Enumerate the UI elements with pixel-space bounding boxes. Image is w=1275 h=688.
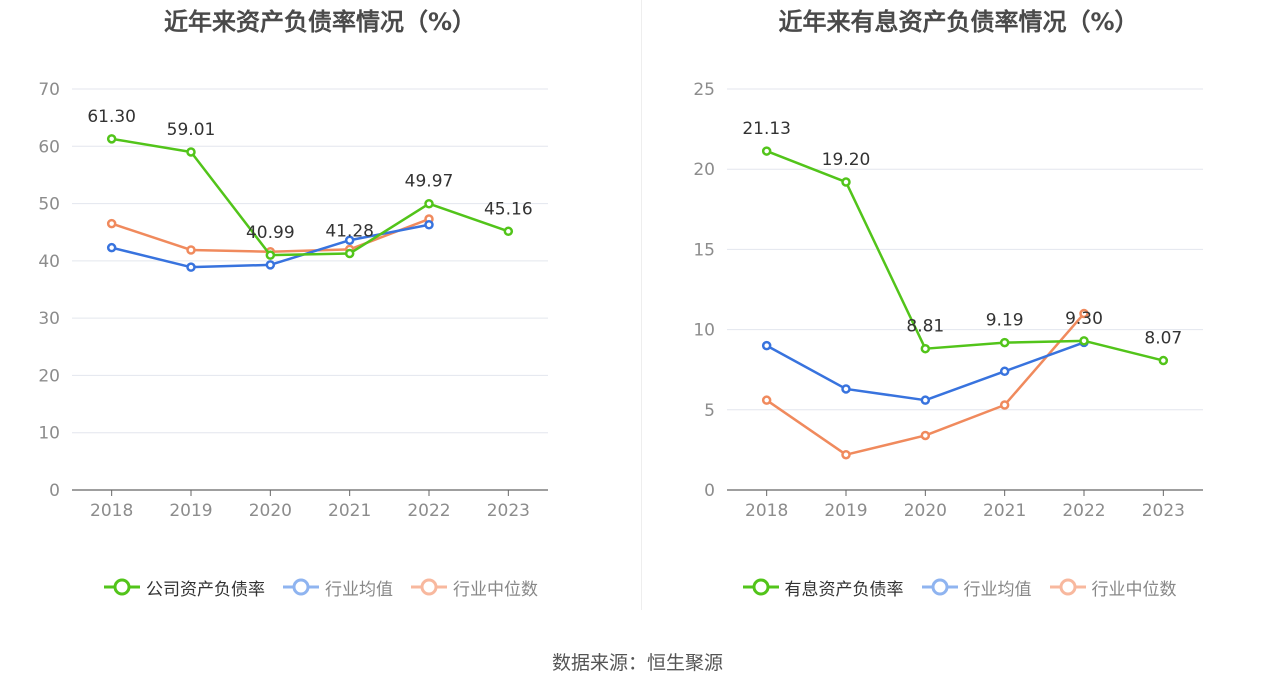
data-point xyxy=(999,400,1010,410)
data-label: 19.20 xyxy=(822,150,871,170)
data-label: 9.19 xyxy=(986,311,1024,331)
x-tick-label: 2021 xyxy=(983,501,1026,521)
legend-line-marker-icon xyxy=(921,578,958,596)
data-point xyxy=(424,198,434,209)
data-point xyxy=(999,366,1010,377)
chart-panel-debt-ratio: 近年来资产负债率情况（%） 0 10 20 30 40 50 60 70 2018 2019 202… xyxy=(0,0,640,610)
data-label: 49.97 xyxy=(405,172,454,192)
legend-label: 行业均值 xyxy=(963,579,1032,600)
series-line xyxy=(111,137,509,257)
legend-line-marker-icon xyxy=(1049,578,1086,596)
x-tick-label: 2018 xyxy=(90,501,133,521)
data-point xyxy=(841,177,851,187)
data-point xyxy=(999,337,1010,348)
y-tick-label: 30 xyxy=(38,309,60,329)
data-source-note: 数据来源：恒生聚源 xyxy=(551,652,723,674)
data-point xyxy=(186,147,196,157)
data-point xyxy=(265,250,276,260)
data-label: 59.01 xyxy=(167,120,216,140)
data-label: 9.30 xyxy=(1065,309,1103,329)
data-point xyxy=(920,343,931,354)
legend-item-industry-median[interactable]: 行业中位数 xyxy=(409,572,538,602)
legend-item-industry-average[interactable]: 行业均值 xyxy=(920,572,1032,602)
legend-line-marker-icon xyxy=(411,578,447,596)
line-chart-interest-bearing-ratio: 0 5 10 15 20 25 2018 2019 2020 2021 2022 2023 21.13 1… xyxy=(693,80,1203,521)
data-point xyxy=(1158,355,1169,366)
data-point xyxy=(841,449,851,460)
chart-title: 近年来资产负债率情况（%） xyxy=(163,8,477,36)
x-tick-label: 2022 xyxy=(1062,501,1105,521)
x-tick-label: 2023 xyxy=(487,501,530,521)
data-point xyxy=(106,242,117,253)
data-label: 41.28 xyxy=(325,222,374,242)
y-tick-label: 0 xyxy=(704,481,715,501)
y-tick-label: 10 xyxy=(38,424,60,444)
x-tick-label: 2019 xyxy=(169,501,212,521)
data-point xyxy=(344,235,355,245)
y-tick-label: 25 xyxy=(693,80,715,100)
data-point xyxy=(841,384,851,394)
data-point xyxy=(761,395,772,405)
data-point xyxy=(344,248,355,259)
x-tick-label: 2020 xyxy=(904,501,947,521)
chart-legend: 公司资产负债率 行业均值 行业中位数 xyxy=(0,572,640,602)
legend-label: 公司资产负债率 xyxy=(146,579,265,600)
data-point xyxy=(503,226,514,237)
y-tick-label: 70 xyxy=(38,80,60,100)
x-tick-label: 2020 xyxy=(249,501,292,521)
data-point xyxy=(761,146,772,156)
legend-item-industry-median[interactable]: 行业中位数 xyxy=(1048,572,1177,602)
data-label: 8.81 xyxy=(906,317,944,337)
chart-title: 近年来有息资产负债率情况（%） xyxy=(778,8,1139,36)
series-line xyxy=(766,149,1164,362)
x-tick-label: 2019 xyxy=(824,501,867,521)
legend-label: 行业均值 xyxy=(325,579,393,600)
x-tick-label: 2021 xyxy=(328,501,371,521)
legend-line-marker-icon xyxy=(742,578,779,596)
data-point xyxy=(1079,308,1089,319)
legend-label: 有息资产负债率 xyxy=(784,579,904,600)
line-chart-debt-ratio: 0 10 20 30 40 50 60 70 2018 2019 2020 2021 2022 2023 6… xyxy=(38,80,548,521)
x-tick-label: 2023 xyxy=(1142,501,1185,521)
x-tick-label: 2018 xyxy=(745,501,788,521)
data-point xyxy=(186,245,196,255)
data-point xyxy=(920,395,931,405)
y-tick-label: 0 xyxy=(49,481,60,501)
y-tick-label: 10 xyxy=(693,321,715,341)
legend-line-marker-icon xyxy=(104,578,140,596)
data-label: 45.16 xyxy=(484,199,533,219)
chart-panel-interest-bearing-ratio: 近年来有息资产负债率情况（%） 0 5 10 15 20 25 2018 2019 2020 20… xyxy=(642,0,1275,610)
data-label: 21.13 xyxy=(742,119,791,139)
y-tick-label: 20 xyxy=(693,160,715,180)
data-point xyxy=(106,218,117,229)
y-tick-label: 40 xyxy=(38,252,60,272)
data-point xyxy=(1079,336,1089,346)
legend-item-company[interactable]: 公司资产负债率 xyxy=(102,572,265,602)
legend-label: 行业中位数 xyxy=(1091,579,1177,600)
data-label: 8.07 xyxy=(1144,329,1182,349)
y-tick-label: 20 xyxy=(38,366,60,386)
chart-legend: 有息资产负债率 行业均值 行业中位数 xyxy=(642,572,1275,602)
x-tick-label: 2022 xyxy=(407,501,450,521)
legend-item-company[interactable]: 有息资产负债率 xyxy=(741,572,904,602)
data-point xyxy=(106,134,117,144)
data-point xyxy=(424,220,434,230)
data-point xyxy=(920,430,931,441)
y-tick-label: 60 xyxy=(38,137,60,157)
data-point xyxy=(186,262,196,272)
y-tick-label: 15 xyxy=(693,240,715,260)
y-tick-label: 50 xyxy=(38,195,60,215)
legend-line-marker-icon xyxy=(283,578,319,596)
data-point xyxy=(265,260,276,270)
legend-label: 行业中位数 xyxy=(453,579,538,600)
data-label: 40.99 xyxy=(246,223,295,243)
legend-item-industry-average[interactable]: 行业均值 xyxy=(281,572,393,602)
y-tick-label: 5 xyxy=(704,401,715,421)
data-label: 61.30 xyxy=(87,107,136,127)
panel-divider xyxy=(641,0,642,610)
data-point xyxy=(761,340,772,351)
